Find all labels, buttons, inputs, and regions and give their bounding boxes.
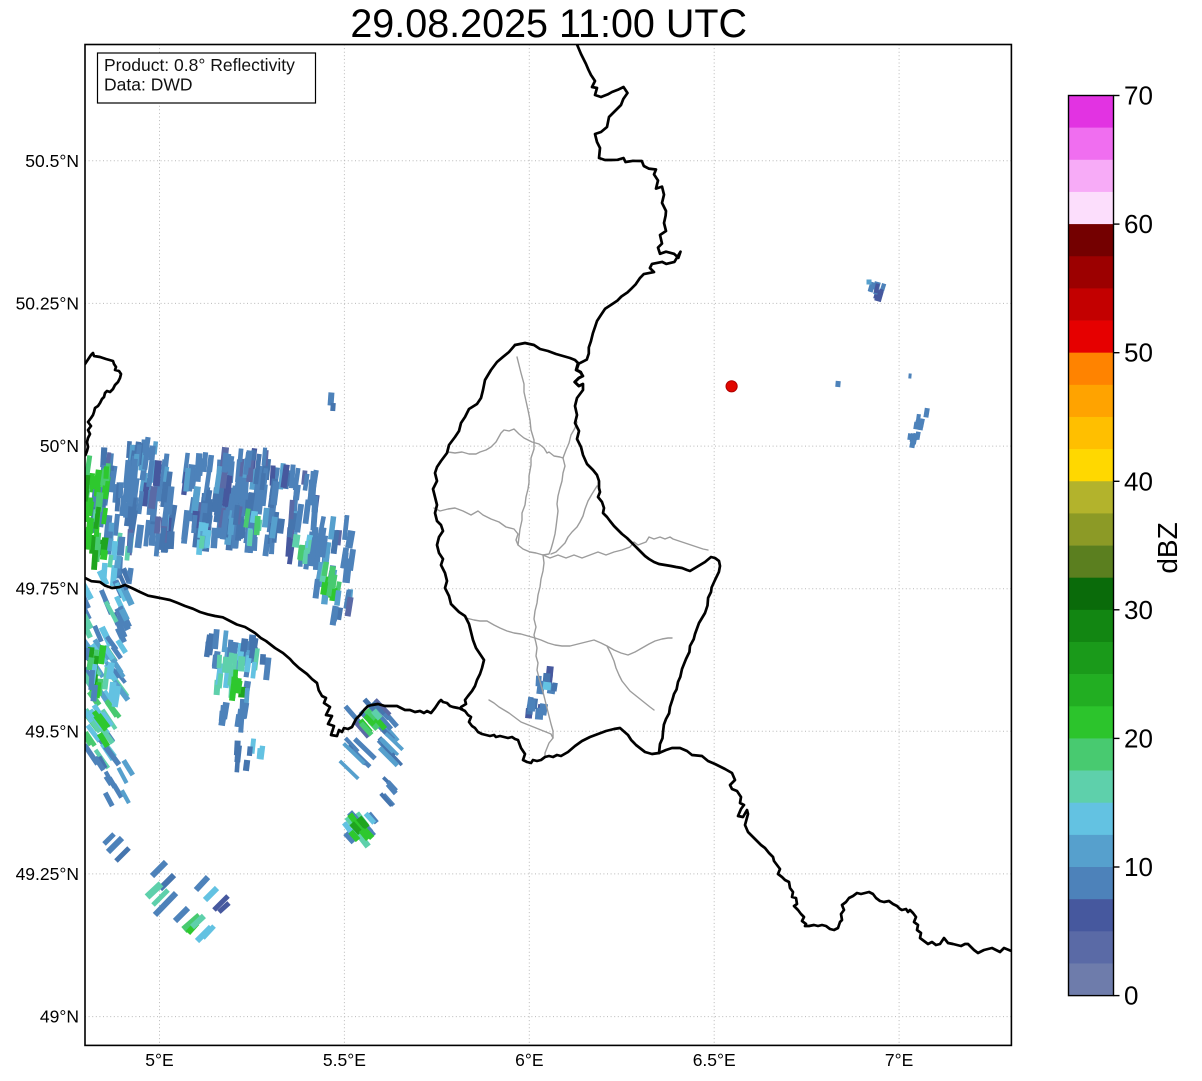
svg-text:50: 50: [1124, 338, 1153, 368]
svg-text:dBZ: dBZ: [1152, 522, 1183, 573]
svg-text:7°E: 7°E: [885, 1050, 913, 1070]
svg-text:50.5°N: 50.5°N: [25, 151, 79, 171]
svg-text:29.08.2025 11:00 UTC: 29.08.2025 11:00 UTC: [350, 2, 747, 46]
svg-text:Data: DWD: Data: DWD: [104, 75, 192, 95]
svg-text:0: 0: [1124, 981, 1138, 1011]
svg-text:49.75°N: 49.75°N: [16, 579, 79, 599]
svg-text:50.25°N: 50.25°N: [16, 293, 79, 313]
svg-text:5°E: 5°E: [145, 1050, 173, 1070]
svg-text:10: 10: [1124, 852, 1153, 882]
svg-text:6°E: 6°E: [515, 1050, 543, 1070]
svg-text:49.5°N: 49.5°N: [25, 721, 79, 741]
svg-text:5.5°E: 5.5°E: [323, 1050, 366, 1070]
svg-text:Product: 0.8° Reflectivity: Product: 0.8° Reflectivity: [104, 55, 295, 75]
svg-text:6.5°E: 6.5°E: [693, 1050, 736, 1070]
svg-text:70: 70: [1124, 81, 1153, 111]
svg-text:49°N: 49°N: [40, 1007, 79, 1027]
svg-text:40: 40: [1124, 466, 1153, 496]
svg-text:20: 20: [1124, 723, 1153, 753]
svg-text:49.25°N: 49.25°N: [16, 864, 79, 884]
svg-text:30: 30: [1124, 595, 1153, 625]
svg-text:60: 60: [1124, 209, 1153, 239]
svg-text:50°N: 50°N: [40, 436, 79, 456]
